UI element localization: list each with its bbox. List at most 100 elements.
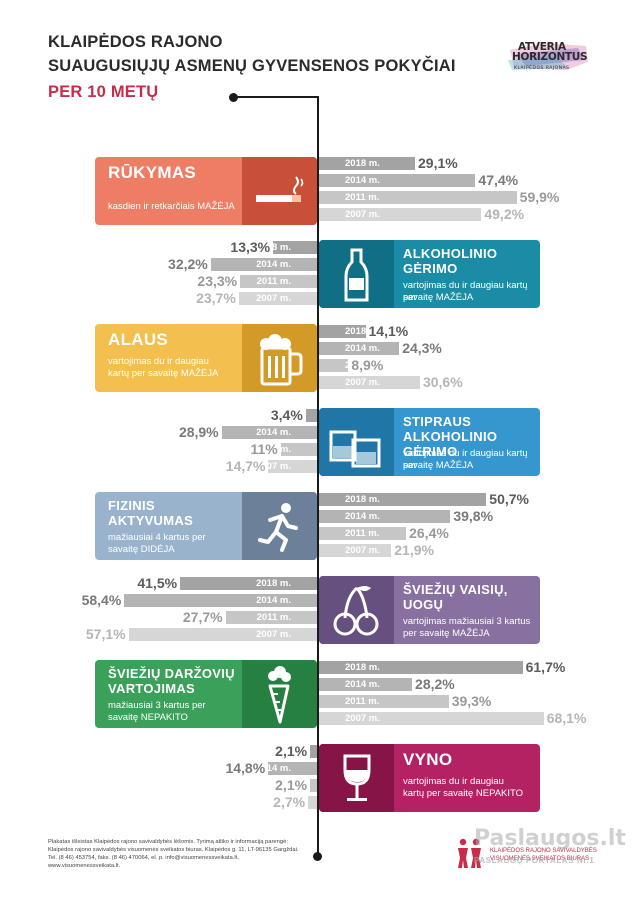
- alcohol-value-label: 23,7%: [196, 290, 236, 306]
- beer-subtitle-line2: kartų per savaitę MAŽĖJA: [108, 368, 218, 380]
- beer-year-label: 2018 m.: [345, 326, 380, 337]
- vegetables-subtitle-line2: savaitę NEPAKITO: [108, 712, 188, 724]
- vegetables-card: ŠVIEŽIŲ DARŽOVIŲ VARTOJIMAS mažiausiai 3 k…: [95, 660, 317, 728]
- vegetables-bar-2007: 2007 m.: [319, 712, 544, 725]
- vegetables-year-label: 2011 m.: [345, 696, 380, 707]
- smoking-subtitle-line2-text: kasdien ir retkarčiais: [108, 201, 195, 212]
- activity-trend: DIDĖJA: [140, 544, 175, 555]
- smoking-card: RŪKYMAS kasdien ir retkarčiais MAŽĖJA: [95, 157, 317, 225]
- beer-subtitle-line2-text: kartų per savaitę: [108, 368, 179, 379]
- smoking-bar-2018: 2018 m.: [319, 157, 416, 170]
- wine-year-label: 2018 m.: [256, 746, 291, 757]
- beer-title-line1: ALAUS: [108, 330, 169, 349]
- alcohol-subtitle-line2-text: savaitę: [403, 292, 434, 303]
- health-bureau-line2: VISUOMENĖS SVEIKATOS BIURAS: [490, 856, 590, 862]
- spirits-year-label: 2011 m.: [256, 444, 291, 455]
- fruits-bar-2014: 2014 m.: [124, 594, 317, 607]
- fruits-year-label: 2014 m.: [256, 595, 291, 606]
- spirits-title-line1: STIPRAUS: [403, 414, 472, 429]
- alcohol-trend: MAŽĖJA: [435, 292, 474, 303]
- fruits-year-label: 2018 m.: [256, 578, 291, 589]
- beer-year-label: 2007 m.: [345, 377, 380, 388]
- vegetables-value-label: 61,7%: [525, 659, 566, 675]
- activity-value-label: 26,4%: [409, 525, 449, 541]
- spirits-year-label: 2018 m.: [256, 410, 291, 421]
- wine-title-line1: VYNO: [403, 750, 453, 769]
- carrot-icon: [242, 660, 317, 728]
- vegetables-value-label: 39,3%: [451, 693, 492, 709]
- runner-icon: [242, 492, 317, 560]
- glasses-icon: [319, 408, 394, 476]
- watermark-text: Paslaugos.lt: [474, 826, 626, 851]
- timeline-top-connector: [233, 96, 318, 98]
- spirits-subtitle-line2-text: savaitę: [403, 460, 434, 471]
- logo-line2: HORIZONTUS: [512, 51, 588, 63]
- alcohol-bar-2011: 2011 m.: [240, 275, 317, 288]
- spirits-bar-2014: 2014 m.: [221, 426, 317, 439]
- activity-title-line1: FIZINIS: [108, 498, 155, 513]
- fruits-title-line2: UOGŲ: [403, 597, 444, 612]
- beer-value-label: 24,3%: [402, 340, 442, 356]
- beer-value-label: 8,9%: [351, 357, 384, 373]
- smoking-bar-2007: 2007 m.: [319, 208, 482, 221]
- vegetables-year-label: 2007 m.: [345, 713, 380, 724]
- activity-value-label: 21,9%: [394, 542, 434, 558]
- wine-trend: NEPAKITO: [475, 788, 524, 799]
- wine-glass-icon: [319, 744, 394, 812]
- vegetables-title-line1: ŠVIEŽIŲ DARŽOVIŲ: [108, 666, 235, 681]
- smoking-value-label: 49,2%: [484, 206, 525, 222]
- alcohol-subtitle-line2: savaitę MAŽĖJA: [403, 292, 473, 304]
- wine-year-label: 2007 m.: [256, 797, 291, 808]
- wine-value-label: 14,8%: [225, 760, 266, 776]
- smoking-subtitle-line2: kasdien ir retkarčiais MAŽĖJA: [108, 201, 235, 213]
- vegetables-bar-2014: 2014 m.: [319, 678, 413, 691]
- alcohol-year-label: 2014 m.: [256, 259, 291, 270]
- smoking-bar-2014: 2014 m.: [319, 174, 476, 187]
- smoking-year-label: 2011 m.: [345, 192, 380, 203]
- atveria-horizontus-logo: ATVERIA HORIZONTUS KLAIPĖDOS RAJONAS: [506, 40, 590, 74]
- wine-value-label: 2,1%: [275, 777, 308, 793]
- beer-value-label: 30,6%: [422, 374, 463, 390]
- wine-year-label: 2011 m.: [256, 780, 291, 791]
- poster-title-line3: PER 10 METŲ: [48, 83, 159, 101]
- spirits-year-label: 2014 m.: [256, 427, 291, 438]
- people-figures-icon: [458, 838, 481, 868]
- timeline-axis: [317, 96, 319, 856]
- health-bureau-logo: KLAIPĖDOS RAJONO SAVIVALDYBĖS VISUOMENĖS…: [454, 836, 614, 876]
- alcohol-title-line1: ALKOHOLINIO: [403, 246, 498, 261]
- wine-value-label: 2,1%: [275, 743, 308, 759]
- beer-year-label: 2014 m.: [345, 343, 380, 354]
- fruits-value-label: 41,5%: [137, 575, 178, 591]
- smoking-year-label: 2007 m.: [345, 209, 380, 220]
- logo-line3: KLAIPĖDOS RAJONAS: [514, 66, 570, 71]
- alcohol-bar-2007: 2007 m.: [238, 292, 317, 305]
- spirits-bar-2018: 2018 m.: [256, 409, 317, 422]
- smoking-value-label: 47,4%: [478, 172, 519, 188]
- activity-year-label: 2011 m.: [345, 528, 380, 539]
- spirits-bar-2007: 2007 m.: [256, 460, 317, 473]
- alcohol-year-label: 2011 m.: [256, 276, 291, 287]
- fruits-bar-2007: 2007 m.: [128, 628, 317, 641]
- fruits-subtitle-line2: per savaitę MAŽĖJA: [403, 628, 490, 640]
- timeline-start-dot: [229, 93, 238, 102]
- vegetables-year-label: 2018 m.: [345, 662, 380, 673]
- activity-value-label: 39,8%: [453, 508, 494, 524]
- beer-value-label: 14,1%: [368, 323, 409, 339]
- footer-credits: Plakatas išleistas Klaipėdos rajono savi…: [48, 839, 299, 869]
- smoking-trend: MAŽĖJA: [197, 201, 235, 212]
- spirits-trend: MAŽĖJA: [435, 460, 474, 471]
- wine-bar-2011: 2011 m.: [257, 779, 317, 792]
- activity-year-label: 2018 m.: [345, 494, 380, 505]
- vegetables-trend: NEPAKITO: [140, 712, 188, 723]
- activity-bar-2014: 2014 m.: [319, 510, 451, 523]
- activity-year-label: 2007 m.: [345, 545, 380, 556]
- vegetables-year-label: 2014 m.: [345, 679, 380, 690]
- spirits-value-label: 11%: [250, 441, 278, 457]
- smoking-bar-2011: 2011 m.: [319, 191, 517, 204]
- alcohol-year-label: 2018 m.: [256, 242, 291, 253]
- timeline-end-dot: [313, 852, 322, 861]
- activity-subtitle-line2-text: savaitę: [108, 544, 139, 555]
- beer-card: ALAUS vartojimas du ir daugiau kartų per s…: [95, 324, 317, 392]
- poster-title-line2: SUAUGUSIŲJŲ ASMENŲ GYVENSENOS POKYČIAI: [48, 57, 456, 75]
- wine-bar-2007: 2007 m.: [256, 796, 317, 809]
